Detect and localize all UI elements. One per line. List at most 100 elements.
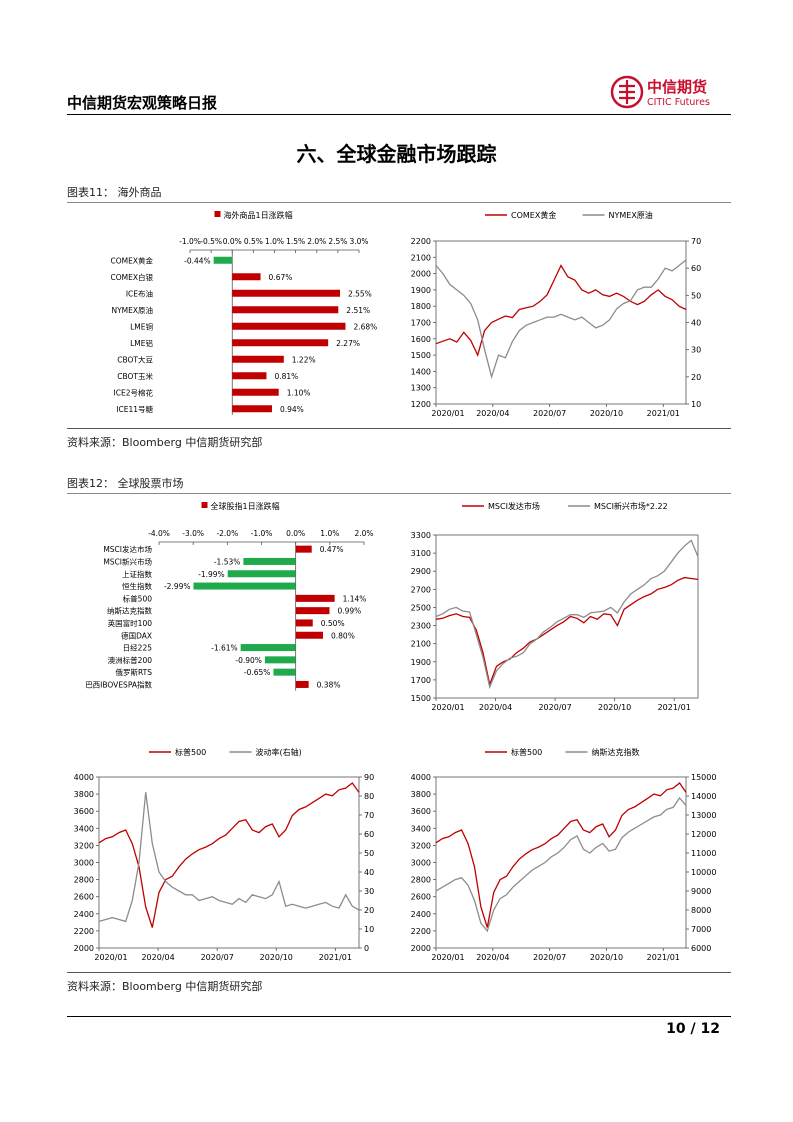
- y-right-tick-label: 15000: [691, 773, 716, 782]
- category-label: 澳洲标普200: [108, 655, 153, 665]
- x-tick-label: 2.5%: [328, 237, 347, 246]
- legend-label: 全球股指1日涨跌幅: [211, 501, 280, 511]
- bar: [232, 306, 339, 314]
- y-right-tick-label: 60: [364, 830, 374, 839]
- y-left-tick-label: 2000: [74, 944, 94, 953]
- x-tick-label: 2.0%: [354, 529, 373, 538]
- y-right-tick-label: 20: [364, 906, 374, 915]
- y-left-tick-label: 1900: [411, 286, 431, 295]
- y-right-tick-label: 30: [691, 346, 701, 355]
- x-tick-label: 2021/01: [658, 703, 691, 712]
- x-tick-label: 2020/04: [476, 953, 509, 962]
- y-right-tick-label: 14000: [691, 792, 716, 801]
- legend-label: 标普500: [511, 747, 542, 757]
- msci-line-chart: MSCI发达市场 MSCI新兴市场*2.22 3300 3100 2900 2700 250…: [411, 501, 699, 712]
- y-left-tick-label: 2400: [411, 910, 431, 919]
- bar: [232, 273, 261, 281]
- x-tick-label: 1.0%: [265, 237, 284, 246]
- y-right-tick-label: 0: [364, 944, 369, 953]
- y-left-tick-label: 2800: [74, 876, 94, 885]
- data-label: 0.81%: [274, 372, 298, 381]
- gold-oil-line-chart: COMEX黄金 NYMEX原油 2200 2100 2000 1900 1800 1700 16…: [411, 210, 702, 418]
- legend-label: 纳斯达克指数: [592, 747, 640, 757]
- x-tick-label: -3.0%: [182, 529, 204, 538]
- y-right-tick-label: 50: [691, 291, 701, 300]
- category-label: 英国富时100: [108, 618, 153, 628]
- y-right-tick-label: 8000: [691, 906, 711, 915]
- data-label: 0.47%: [320, 545, 344, 554]
- category-label: LME铜: [130, 321, 153, 331]
- y-right-tick-label: 40: [691, 319, 701, 328]
- category-label: 恒生指数: [122, 581, 152, 591]
- data-label: 1.14%: [343, 594, 367, 603]
- legend-label: COMEX黄金: [511, 210, 556, 220]
- y-left-tick-label: 2400: [74, 910, 94, 919]
- y-left-tick-label: 1500: [411, 351, 431, 360]
- category-label: NYMEX原油: [111, 305, 153, 315]
- x-tick-label: 2021/01: [319, 953, 352, 962]
- commodities-bar-chart: 海外商品1日涨跌幅-1.0% -0.5% 0.0% 0.5% 1.0% 1.5% 2.0% 2…: [111, 210, 377, 415]
- y-right-tick-label: 10: [691, 400, 701, 409]
- y-left-tick-label: 1700: [411, 319, 431, 328]
- page-number: 10 / 12: [666, 1021, 720, 1037]
- y-right-tick-label: 7000: [691, 925, 711, 934]
- legend-label: NYMEX原油: [609, 210, 653, 220]
- x-tick-label: 2020/01: [94, 953, 127, 962]
- data-label: -0.65%: [244, 668, 271, 677]
- bar: [243, 557, 296, 565]
- y-right-tick-label: 11000: [691, 849, 716, 858]
- y-left-tick-label: 2500: [411, 603, 431, 612]
- series-line: [98, 792, 360, 923]
- data-label: -0.44%: [184, 256, 211, 265]
- bar: [232, 355, 284, 363]
- bar: [273, 668, 296, 676]
- y-left-tick-label: 3400: [74, 824, 94, 833]
- y-left-tick-label: 2600: [411, 893, 431, 902]
- y-right-tick-label: 40: [364, 868, 374, 877]
- sp500-nasdaq-line-chart: 标普500 纳斯达克指数 4000 3800 3600 3400 3200 3000 2800 2…: [411, 747, 717, 962]
- bar: [240, 644, 296, 652]
- y-left-tick-label: 3600: [74, 807, 94, 816]
- logo-cn-text: 中信期货: [647, 78, 707, 96]
- y-right-tick-label: 70: [691, 237, 701, 246]
- x-tick-label: 2.0%: [307, 237, 326, 246]
- data-label: -0.90%: [235, 656, 262, 665]
- x-tick-label: 2020/07: [533, 953, 566, 962]
- bar: [295, 607, 330, 615]
- x-tick-label: 2020/01: [431, 953, 464, 962]
- y-left-tick-label: 3000: [74, 859, 94, 868]
- y-left-tick-label: 3200: [74, 841, 94, 850]
- series-line: [435, 782, 687, 928]
- y-left-tick-label: 1600: [411, 335, 431, 344]
- x-tick-label: 2020/04: [141, 953, 174, 962]
- x-tick-label: -2.0%: [216, 529, 238, 538]
- y-right-tick-label: 9000: [691, 887, 711, 896]
- x-tick-label: 0.0%: [223, 237, 242, 246]
- data-label: 1.10%: [287, 388, 311, 397]
- y-left-tick-label: 3300: [411, 531, 431, 540]
- y-left-tick-label: 2900: [411, 567, 431, 576]
- y-right-tick-label: 20: [691, 373, 701, 382]
- report-title: 中信期货宏观策略日报: [67, 94, 218, 112]
- series-line: [435, 259, 687, 380]
- x-tick-label: 1.0%: [320, 529, 339, 538]
- category-label: LME铝: [130, 338, 153, 348]
- data-label: 1.22%: [292, 355, 316, 364]
- y-left-tick-label: 2100: [411, 253, 431, 262]
- y-left-tick-label: 3200: [411, 841, 431, 850]
- data-label: 2.68%: [353, 322, 377, 331]
- legend-label: 标普500: [175, 747, 206, 757]
- bar: [193, 582, 296, 590]
- y-right-tick-label: 6000: [691, 944, 711, 953]
- x-tick-label: -1.0%: [251, 529, 273, 538]
- bar: [295, 631, 323, 639]
- header-divider: [67, 114, 731, 115]
- figure12-bottom-rule: [67, 972, 731, 973]
- x-tick-label: 0.5%: [244, 237, 263, 246]
- citic-logo: 中信期货 CITIC Futures: [610, 74, 730, 110]
- y-left-tick-label: 2000: [411, 270, 431, 279]
- y-right-tick-label: 10: [364, 925, 374, 934]
- section-title: 六、全球金融市场跟踪: [296, 142, 497, 166]
- data-label: 0.94%: [280, 405, 304, 414]
- figure11-title: 图表11： 海外商品: [67, 186, 162, 199]
